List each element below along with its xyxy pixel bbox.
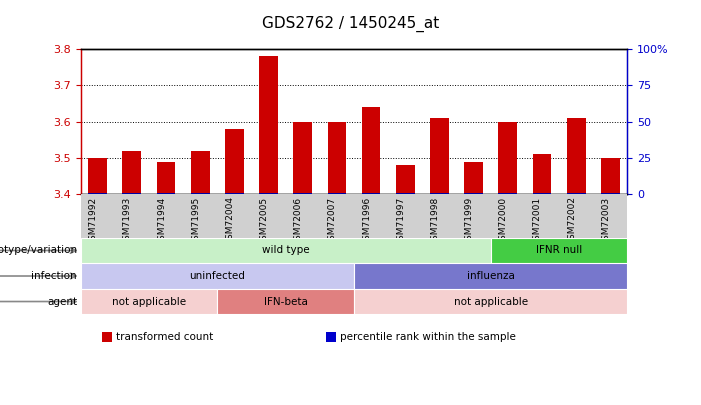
Bar bbox=[464, 162, 483, 194]
Bar bbox=[88, 193, 107, 194]
Text: GSM72006: GSM72006 bbox=[294, 196, 303, 245]
Bar bbox=[430, 193, 449, 194]
Bar bbox=[217, 289, 354, 314]
Bar bbox=[225, 129, 244, 194]
Bar bbox=[191, 151, 210, 194]
Text: GSM71998: GSM71998 bbox=[430, 196, 440, 246]
Bar bbox=[81, 238, 491, 263]
Text: GDS2762 / 1450245_at: GDS2762 / 1450245_at bbox=[262, 16, 439, 32]
Bar bbox=[225, 193, 244, 194]
Bar bbox=[327, 122, 346, 194]
Text: GSM71997: GSM71997 bbox=[396, 196, 405, 246]
Bar bbox=[498, 122, 517, 194]
Bar bbox=[327, 193, 346, 194]
Bar bbox=[464, 193, 483, 194]
Bar bbox=[354, 289, 627, 314]
Text: GSM72007: GSM72007 bbox=[328, 196, 337, 245]
Bar bbox=[259, 193, 278, 194]
Bar bbox=[498, 193, 517, 194]
Bar bbox=[88, 158, 107, 194]
Bar bbox=[362, 193, 381, 194]
Text: infection: infection bbox=[32, 271, 77, 281]
Text: GSM71996: GSM71996 bbox=[362, 196, 371, 246]
Bar bbox=[293, 122, 312, 194]
Text: GSM72005: GSM72005 bbox=[259, 196, 268, 245]
Bar bbox=[81, 263, 354, 289]
Bar bbox=[362, 107, 381, 194]
Text: GSM72002: GSM72002 bbox=[567, 196, 576, 245]
Text: GSM71994: GSM71994 bbox=[157, 196, 166, 245]
Text: IFN-beta: IFN-beta bbox=[264, 296, 308, 307]
Bar bbox=[566, 118, 585, 194]
Bar bbox=[81, 289, 217, 314]
Text: wild type: wild type bbox=[262, 245, 309, 256]
Bar bbox=[430, 118, 449, 194]
Text: GSM72004: GSM72004 bbox=[226, 196, 234, 245]
Bar bbox=[156, 193, 175, 194]
Text: transformed count: transformed count bbox=[116, 332, 213, 342]
Bar bbox=[491, 238, 627, 263]
Bar bbox=[259, 56, 278, 194]
Bar bbox=[123, 193, 142, 194]
Bar bbox=[293, 193, 312, 194]
Text: GSM72001: GSM72001 bbox=[533, 196, 542, 245]
Bar bbox=[533, 193, 552, 194]
Bar bbox=[396, 193, 415, 194]
Text: influenza: influenza bbox=[467, 271, 515, 281]
Text: GSM71992: GSM71992 bbox=[89, 196, 97, 245]
Text: uninfected: uninfected bbox=[189, 271, 245, 281]
Bar bbox=[156, 162, 175, 194]
Text: not applicable: not applicable bbox=[112, 296, 186, 307]
Bar bbox=[566, 193, 585, 194]
Text: IFNR null: IFNR null bbox=[536, 245, 582, 256]
Text: GSM71995: GSM71995 bbox=[191, 196, 200, 246]
Text: genotype/variation: genotype/variation bbox=[0, 245, 77, 256]
Text: agent: agent bbox=[47, 296, 77, 307]
Bar bbox=[354, 263, 627, 289]
Text: GSM71999: GSM71999 bbox=[465, 196, 474, 246]
Text: percentile rank within the sample: percentile rank within the sample bbox=[340, 332, 516, 342]
Bar bbox=[396, 165, 415, 194]
Bar bbox=[601, 193, 620, 194]
Text: GSM72000: GSM72000 bbox=[499, 196, 508, 245]
Text: GSM71993: GSM71993 bbox=[123, 196, 132, 246]
Bar bbox=[191, 193, 210, 194]
Bar bbox=[601, 158, 620, 194]
Text: GSM72003: GSM72003 bbox=[601, 196, 611, 245]
Bar bbox=[123, 151, 142, 194]
Text: not applicable: not applicable bbox=[454, 296, 528, 307]
Bar bbox=[533, 154, 552, 194]
